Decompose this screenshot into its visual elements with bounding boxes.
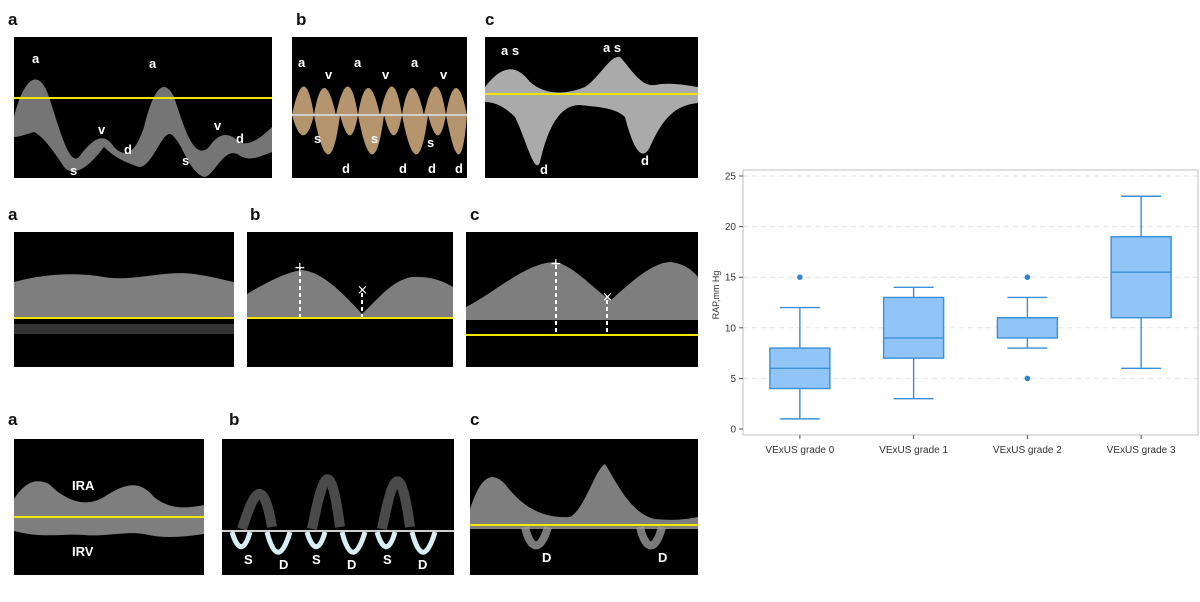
- wave-label: s: [371, 131, 378, 146]
- panel-label-3c: c: [470, 410, 480, 429]
- doppler-panel-1a: a a s v d s v d: [14, 37, 272, 178]
- iqr-box: [882, 296, 945, 359]
- y-tick-label: 5: [730, 374, 736, 385]
- y-axis-title: RAP,mm Hg: [711, 271, 721, 320]
- x-tick-label: VExUS grade 1: [879, 445, 948, 456]
- wave-label: a: [298, 55, 306, 70]
- doppler-panel-2c: + ×: [466, 232, 698, 367]
- panel-label-3a: a: [8, 410, 18, 429]
- wave-label: d: [455, 161, 463, 176]
- wave-label: d: [342, 161, 350, 176]
- svg-text:+: +: [550, 256, 562, 272]
- wave-label: D: [542, 550, 551, 565]
- rap-boxplot: 0 5 10 15 20 25 VExUS grade 0 VExUS grade 1 VExU…: [706, 160, 1200, 460]
- wave-label: IRV: [72, 544, 94, 559]
- wave-label: v: [325, 67, 333, 82]
- wave-label: IRA: [72, 478, 95, 493]
- plot-frame: [742, 169, 1199, 436]
- iqr-box: [996, 316, 1059, 339]
- doppler-panel-2a: [14, 232, 234, 367]
- panel-label-2a: a: [8, 205, 18, 224]
- x-tick-label: VExUS grade 0: [765, 445, 834, 456]
- wave-label: s: [182, 153, 189, 168]
- iqr-box: [1110, 236, 1172, 319]
- wave-label: d: [641, 153, 649, 168]
- wave-label: v: [440, 67, 448, 82]
- wave-label: a s: [603, 40, 621, 55]
- wave-label: v: [382, 67, 390, 82]
- wave-label: d: [399, 161, 407, 176]
- wave-label: D: [347, 557, 356, 572]
- doppler-panel-2b: + ×: [247, 232, 453, 367]
- panel-label-1c: c: [485, 10, 495, 29]
- y-tick-label: 20: [725, 222, 737, 233]
- outlier-point: [797, 274, 803, 280]
- wave-label: s: [70, 163, 77, 178]
- y-tick-label: 25: [725, 172, 737, 183]
- outlier-point: [1024, 274, 1031, 280]
- x-tick-label: VExUS grade 3: [1107, 445, 1176, 456]
- wave-label: s: [427, 135, 434, 150]
- y-tick-label: 10: [725, 323, 737, 334]
- doppler-panel-3a: IRA IRV: [14, 439, 204, 575]
- wave-label: a: [411, 55, 419, 70]
- panel-label-2c: c: [470, 205, 480, 224]
- wave-label: v: [214, 118, 222, 133]
- boxplot-svg: 0 5 10 15 20 25 VExUS grade 0 VExUS grade 1 VExU…: [711, 169, 1199, 456]
- wave-label: d: [428, 161, 436, 176]
- wave-label: d: [540, 162, 548, 177]
- wave-label: a: [32, 51, 40, 66]
- y-tick-label: 0: [730, 425, 736, 436]
- doppler-panel-3c: D D: [470, 439, 698, 575]
- y-tick-label: 15: [725, 273, 737, 284]
- wave-label: v: [98, 122, 106, 137]
- wave-label: a s: [501, 43, 519, 58]
- wave-label: D: [658, 550, 667, 565]
- doppler-panel-3b: S D S D S D: [222, 439, 454, 575]
- x-tick-label: VExUS grade 2: [993, 445, 1062, 456]
- doppler-panel-1c: a s a s d d: [485, 37, 698, 178]
- wave-label: D: [418, 557, 427, 572]
- panel-label-3b: b: [229, 410, 240, 429]
- panel-label-1b: b: [296, 10, 307, 29]
- wave-label: S: [244, 552, 253, 567]
- wave-label: d: [236, 131, 244, 146]
- wave-label: a: [354, 55, 362, 70]
- wave-label: a: [149, 56, 157, 71]
- wave-label: S: [383, 552, 392, 567]
- wave-label: s: [314, 131, 321, 146]
- outlier-point: [1024, 375, 1031, 382]
- panel-label-2b: b: [250, 205, 261, 224]
- wave-label: D: [279, 557, 288, 572]
- wave-label: S: [312, 552, 321, 567]
- svg-text:+: +: [294, 260, 306, 276]
- svg-text:×: ×: [357, 283, 368, 298]
- svg-text:×: ×: [602, 290, 613, 305]
- doppler-panel-1b: a v a v a v s s s d d d d: [292, 37, 467, 178]
- wave-label: d: [124, 142, 132, 157]
- panel-label-1a: a: [8, 10, 18, 29]
